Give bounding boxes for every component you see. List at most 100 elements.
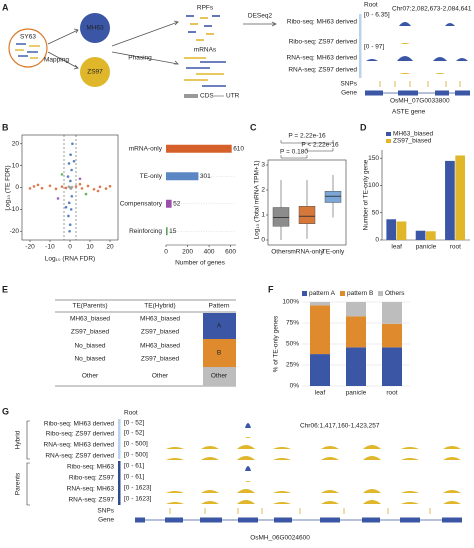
point <box>60 173 64 176</box>
table-cell: ZS97_biased <box>141 356 180 363</box>
coverage <box>399 22 411 26</box>
point <box>104 187 108 190</box>
table-cell: Other <box>82 373 99 380</box>
x-tick-label: -20 <box>25 244 35 251</box>
bar <box>396 221 407 240</box>
range-label: [0 - 61] <box>124 463 144 470</box>
bar <box>455 155 466 240</box>
y-tick-label: 10 <box>12 162 20 169</box>
y-tick-label: 1 <box>261 212 265 219</box>
coverage <box>273 458 291 460</box>
gene-caption: ASTE gene <box>392 109 426 116</box>
track-highlight <box>118 419 121 459</box>
coverage <box>166 447 184 449</box>
legend-label: Others <box>385 290 405 297</box>
range-label: [0 - 1623] <box>124 496 152 503</box>
y-tick-label: 0 <box>15 184 19 191</box>
table-cell: No_biased <box>74 356 105 363</box>
cds-key <box>184 94 198 98</box>
bar-segment <box>310 305 330 355</box>
gene-label: OsMH_06G0024600 <box>250 535 310 542</box>
exon <box>274 517 292 523</box>
coverage <box>443 457 461 460</box>
point <box>32 185 36 188</box>
tissue-label: Root <box>364 2 378 9</box>
pattern-cell <box>203 313 236 339</box>
range-label: [0 - 52] <box>124 420 144 427</box>
x-tick-label: 200 <box>182 249 193 256</box>
point <box>84 192 88 196</box>
y-tick-label: -10 <box>10 206 20 213</box>
legend-label: ZS97_biased <box>393 138 432 145</box>
point <box>78 182 82 186</box>
x-tick-label: 600 <box>225 249 236 256</box>
coverage <box>443 490 461 493</box>
point <box>60 185 64 188</box>
point <box>64 205 68 209</box>
x-tick-label: root <box>450 244 461 251</box>
sample-label: SY63 <box>20 34 36 41</box>
group-label: Parents <box>15 472 22 495</box>
category-label: mRNA-only <box>129 145 163 152</box>
point <box>96 189 100 193</box>
x-tick-label: leaf <box>315 390 326 397</box>
legend-swatch <box>302 291 307 296</box>
point <box>54 187 58 191</box>
coverage <box>400 43 410 44</box>
coverage <box>245 423 251 428</box>
x-tick-label: TE-only <box>322 249 345 256</box>
table-cell: MH63_biased <box>140 316 180 323</box>
panel-label: D <box>360 122 367 132</box>
point <box>64 186 68 190</box>
panel-label: E <box>2 284 8 294</box>
coverage <box>445 23 455 26</box>
category-label: TE-only <box>140 173 163 180</box>
coverage <box>321 490 339 493</box>
key-label: UTR <box>226 93 240 100</box>
exon <box>362 517 380 523</box>
coverage <box>399 73 411 74</box>
x-tick-label: root <box>386 390 397 397</box>
table-cell: ZS97_biased <box>141 329 180 336</box>
track-highlight <box>359 14 362 78</box>
range-label: [0 - 6.35] <box>364 12 390 19</box>
p-bracket <box>280 140 334 159</box>
y-axis-label: % of TE-only genes <box>273 315 280 372</box>
y-axis-label: Number of TE-only gene <box>363 159 370 230</box>
x-tick-label: panicle <box>416 244 437 251</box>
panel-label: F <box>268 284 274 294</box>
legend-swatch <box>386 139 391 143</box>
track-label: Gene <box>98 517 114 524</box>
legend-swatch <box>386 132 391 136</box>
coverage <box>237 489 255 493</box>
y-tick-label: 2 <box>261 187 265 194</box>
layout <box>8 14 362 506</box>
gene-label: OsMH_07G0033800 <box>390 98 450 105</box>
coverage <box>401 447 419 449</box>
legend-label: MH63_biased <box>393 131 433 138</box>
y-tick-label: 50 <box>372 209 380 216</box>
bar-segment <box>310 302 330 306</box>
point <box>98 185 102 189</box>
table-cell: MH63_biased <box>140 343 180 350</box>
locus-label: Chr07:2,082,673-2,084,641 <box>392 6 472 13</box>
point <box>40 186 44 190</box>
y-tick-label: 0% <box>290 383 300 390</box>
point <box>67 201 71 205</box>
bar-segment <box>382 347 402 386</box>
panel-label: B <box>2 122 9 132</box>
range-label: [0 - 97] <box>364 44 384 51</box>
track-label: Ribo-seq: MH63 derived <box>44 421 114 428</box>
table-header: Pattern <box>209 303 230 310</box>
bar-segment <box>346 316 366 348</box>
mrna-reads <box>184 57 226 87</box>
point <box>70 168 73 172</box>
x-tick-label: mRNA-only <box>290 249 324 256</box>
range-label: [0 - 52] <box>124 430 144 437</box>
bar-segment <box>310 354 330 386</box>
exon <box>320 517 340 523</box>
table-header: TE(Parents) <box>72 303 107 310</box>
coverage <box>166 491 184 493</box>
point <box>36 183 40 187</box>
